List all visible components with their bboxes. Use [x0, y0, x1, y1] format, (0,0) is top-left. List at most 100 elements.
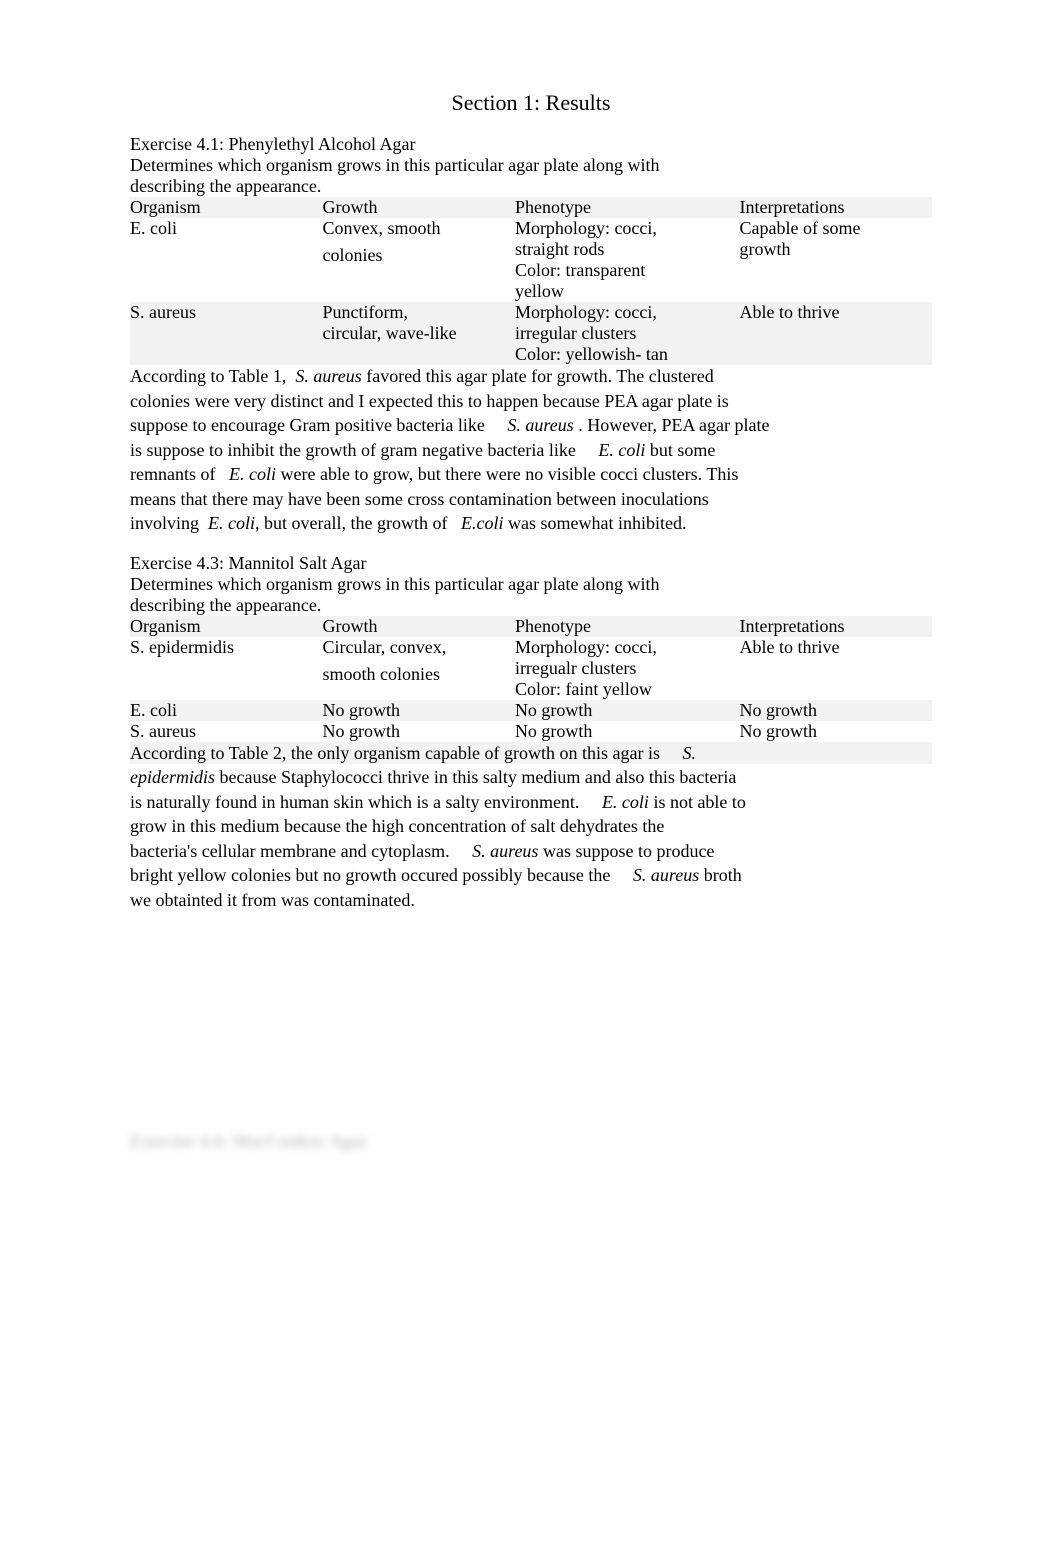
cell-growth: Circular, convex, smooth colonies — [322, 637, 514, 700]
cell-organism: S. aureus — [130, 721, 322, 742]
cell-line: yellow — [515, 281, 734, 302]
text-run: According to Table 2, the only organism … — [130, 743, 664, 763]
text-run: were able to grow, but there were no vis… — [276, 464, 738, 484]
cell-phenotype: Morphology: cocci, straight rods Color: … — [515, 218, 740, 302]
paragraph-line: According to Table 1, S. aureus favored … — [130, 365, 932, 388]
cell-organism: E. coli — [130, 700, 322, 721]
cell-growth: No growth — [322, 721, 514, 742]
organism-name: epidermidis — [130, 767, 215, 787]
col-interpretations: Interpretations — [739, 197, 932, 218]
cell-interpretations: No growth — [739, 721, 932, 742]
text-run: bacteria's cellular membrane and cytopla… — [130, 841, 454, 861]
cell-line: irregualr clusters — [515, 658, 734, 679]
cell-line: growth — [739, 239, 926, 260]
results-table-2: Organism Growth Phenotype Interpretation… — [130, 616, 932, 742]
text-run: . However, PEA agar plate — [574, 415, 770, 435]
organism-name: E. coli — [229, 464, 276, 484]
col-phenotype: Phenotype — [515, 197, 740, 218]
exercise-heading: Exercise 4.1: Phenylethyl Alcohol Agar — [130, 134, 932, 155]
exercise-description-line: Determines which organism grows in this … — [130, 155, 932, 176]
table-row: S. aureus Punctiform, circular, wave-lik… — [130, 302, 932, 365]
col-organism: Organism — [130, 197, 322, 218]
paragraph-line: remnants of E. coli were able to grow, b… — [130, 463, 932, 486]
cell-line: Morphology: cocci, — [515, 302, 734, 323]
cell-growth: Convex, smooth colonies — [322, 218, 514, 302]
cell-line: Color: transparent — [515, 260, 734, 281]
exercise-description-line: Determines which organism grows in this … — [130, 574, 932, 595]
cell-phenotype: Morphology: cocci, irregular clusters Co… — [515, 302, 740, 365]
exercise-4-3: Exercise 4.3: Mannitol Salt Agar Determi… — [130, 553, 932, 912]
blurred-preview-text: Exercise 4.4: MacConkey Agar — [130, 1131, 932, 1152]
text-run: According to Table 1, — [130, 366, 291, 386]
results-table-1: Organism Growth Phenotype Interpretation… — [130, 197, 932, 365]
table-row: E. coli No growth No growth No growth — [130, 700, 932, 721]
organism-name: S. — [682, 743, 696, 763]
cell-line: colonies — [322, 245, 508, 266]
cell-line: Able to thrive — [739, 637, 926, 658]
text-run: was suppose to produce — [538, 841, 714, 861]
organism-name: E. coli — [602, 792, 649, 812]
paragraph-line: is naturally found in human skin which i… — [130, 791, 932, 814]
text-run: favored this agar plate for growth. The … — [362, 366, 714, 386]
cell-interpretations: No growth — [739, 700, 932, 721]
cell-line: irregular clusters — [515, 323, 734, 344]
col-growth: Growth — [322, 197, 514, 218]
cell-line: straight rods — [515, 239, 734, 260]
paragraph-line: bright yellow colonies but no growth occ… — [130, 864, 932, 887]
exercise-description-line: describing the appearance. — [130, 595, 932, 616]
paragraph-line: According to Table 2, the only organism … — [130, 742, 932, 765]
organism-name: S. aureus — [507, 415, 573, 435]
cell-line: Color: faint yellow — [515, 679, 734, 700]
text-run: suppose to encourage Gram positive bacte… — [130, 415, 489, 435]
text-run: , but overall, the growth of — [255, 513, 452, 533]
paragraph-line: bacteria's cellular membrane and cytopla… — [130, 840, 932, 863]
cell-line: Able to thrive — [739, 302, 926, 323]
organism-name: E. coli — [208, 513, 255, 533]
col-organism: Organism — [130, 616, 322, 637]
col-interpretations: Interpretations — [739, 616, 932, 637]
cell-line: Circular, convex, — [322, 637, 508, 658]
paragraph-line: involving E. coli, but overall, the grow… — [130, 512, 932, 535]
cell-line: Punctiform, — [322, 302, 508, 323]
cell-interpretations: Able to thrive — [739, 637, 932, 700]
cell-growth: Punctiform, circular, wave-like — [322, 302, 514, 365]
col-phenotype: Phenotype — [515, 616, 740, 637]
table-row: S. epidermidis Circular, convex, smooth … — [130, 637, 932, 700]
organism-name: E. coli — [598, 440, 645, 460]
cell-phenotype: No growth — [515, 700, 740, 721]
cell-line: smooth colonies — [322, 664, 508, 685]
paragraph-line: grow in this medium because the high con… — [130, 815, 932, 838]
cell-phenotype: Morphology: cocci, irregualr clusters Co… — [515, 637, 740, 700]
paragraph-line: means that there may have been some cros… — [130, 488, 932, 511]
table-row: S. aureus No growth No growth No growth — [130, 721, 932, 742]
table-header-row: Organism Growth Phenotype Interpretation… — [130, 616, 932, 637]
table-row: E. coli Convex, smooth colonies Morpholo… — [130, 218, 932, 302]
text-run: but some — [645, 440, 715, 460]
exercise-4-1: Exercise 4.1: Phenylethyl Alcohol Agar D… — [130, 134, 932, 535]
paragraph-line: epidermidis because Staphylococci thrive… — [130, 766, 932, 789]
page-title: Section 1: Results — [130, 90, 932, 116]
cell-organism: S. aureus — [130, 302, 322, 365]
text-run: is not able to — [649, 792, 746, 812]
exercise-heading: Exercise 4.3: Mannitol Salt Agar — [130, 553, 932, 574]
exercise-description-line: describing the appearance. — [130, 176, 932, 197]
organism-name: S. aureus — [295, 366, 361, 386]
paragraph-line: is suppose to inhibit the growth of gram… — [130, 439, 932, 462]
text-run: is suppose to inhibit the growth of gram… — [130, 440, 580, 460]
text-run: involving — [130, 513, 204, 533]
cell-interpretations: Able to thrive — [739, 302, 932, 365]
text-run: bright yellow colonies but no growth occ… — [130, 865, 615, 885]
text-run: was somewhat inhibited. — [503, 513, 686, 533]
text-run: remnants of — [130, 464, 220, 484]
cell-line: Convex, smooth — [322, 218, 508, 239]
organism-name: S. aureus — [633, 865, 699, 885]
text-run: because Staphylococci thrive in this sal… — [215, 767, 736, 787]
organism-name: S. aureus — [472, 841, 538, 861]
paragraph-line: we obtainted it from was contaminated. — [130, 889, 932, 912]
text-run: is naturally found in human skin which i… — [130, 792, 584, 812]
cell-line: Morphology: cocci, — [515, 218, 734, 239]
cell-phenotype: No growth — [515, 721, 740, 742]
paragraph-line: colonies were very distinct and I expect… — [130, 390, 932, 413]
text-run: broth — [699, 865, 742, 885]
cell-organism: E. coli — [130, 218, 322, 302]
